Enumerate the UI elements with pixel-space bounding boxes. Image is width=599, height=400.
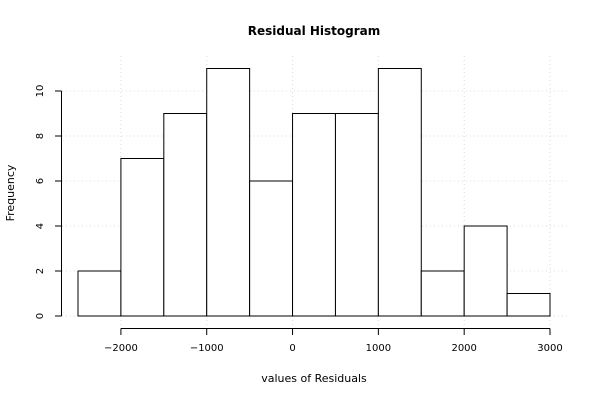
- histogram-bar: [206, 68, 251, 317]
- y-tick-label: 0: [35, 313, 46, 319]
- y-tick-label: 6: [35, 178, 46, 184]
- y-tick-label: 10: [35, 85, 46, 98]
- histogram-bar: [163, 113, 208, 317]
- histogram-bars: [77, 68, 551, 317]
- y-tick-label: 4: [35, 223, 46, 229]
- histogram-bar: [420, 270, 465, 317]
- x-axis-label: values of Residuals: [261, 372, 367, 385]
- x-tick-label: −1000: [190, 343, 224, 354]
- y-axis-label: Frequency: [4, 164, 17, 221]
- y-axis: 0 2 4 6 8 10: [35, 85, 62, 319]
- x-tick-label: 2000: [451, 343, 476, 354]
- x-tick-label: 0: [289, 343, 295, 354]
- x-axis: −2000 −1000 0 1000 2000 3000: [104, 328, 563, 354]
- histogram-bar: [463, 225, 508, 317]
- histogram-bar: [506, 293, 551, 317]
- histogram-bar: [77, 270, 122, 317]
- chart-title: Residual Histogram: [248, 24, 381, 38]
- histogram-bar: [292, 113, 336, 317]
- histogram-bar: [334, 113, 379, 317]
- y-tick-label: 2: [35, 268, 46, 274]
- histogram-bar: [377, 68, 422, 317]
- histogram-bar: [249, 180, 294, 317]
- x-tick-label: −2000: [104, 343, 138, 354]
- histogram-bar: [120, 158, 165, 317]
- x-tick-label: 1000: [366, 343, 391, 354]
- x-tick-label: 3000: [537, 343, 562, 354]
- y-tick-label: 8: [35, 133, 46, 139]
